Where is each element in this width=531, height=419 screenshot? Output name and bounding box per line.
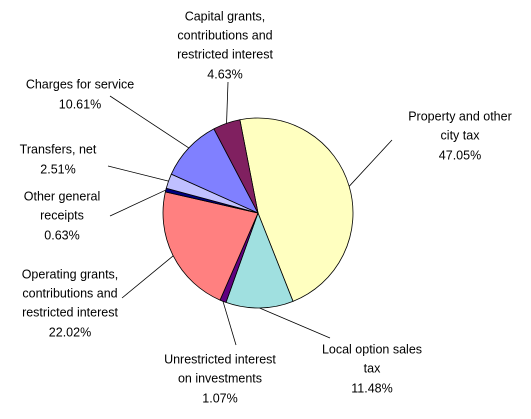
- leader-line: [259, 307, 331, 339]
- leader-line: [109, 95, 190, 149]
- pie-slice: [239, 117, 354, 302]
- leader-line: [226, 81, 229, 124]
- slice-label: Capital grants,: [185, 9, 266, 23]
- slice-label: restricted interest: [177, 47, 273, 61]
- slice-label: Other general: [24, 189, 100, 203]
- leader-line: [107, 165, 169, 182]
- slice-label: Operating grants,: [22, 267, 119, 281]
- leader-line: [222, 301, 237, 346]
- slice-label: Charges for service: [26, 77, 134, 91]
- slice-label: restricted interest: [22, 305, 118, 319]
- pie-slice: [225, 211, 294, 309]
- slice-label: contributions and: [22, 286, 117, 300]
- slice-value-label: 10.61%: [59, 97, 101, 111]
- leader-line: [109, 189, 166, 217]
- leader-line: [121, 255, 174, 299]
- slice-value-label: 0.63%: [44, 228, 79, 242]
- slice-value-label: 22.02%: [49, 325, 91, 339]
- leader-line: [348, 139, 393, 187]
- slice-value-label: 4.63%: [207, 67, 242, 81]
- slice-label: tax: [364, 361, 381, 375]
- slice-value-label: 11.48%: [351, 381, 392, 395]
- pie-slice: [162, 191, 259, 301]
- slice-value-label: 2.51%: [40, 162, 75, 176]
- slice-value-label: 47.05%: [439, 148, 481, 162]
- slice-label: Property and other: [408, 109, 512, 123]
- slice-value-label: 1.07%: [202, 391, 237, 405]
- slice-label: contributions and: [177, 28, 272, 42]
- slice-label: receipts: [40, 208, 84, 222]
- slice-label: Unrestricted interest: [164, 352, 276, 366]
- slice-label: Transfers, net: [20, 142, 97, 156]
- slice-label: city tax: [441, 128, 481, 142]
- slice-label: Local option sales: [322, 342, 422, 356]
- slice-label: on investments: [178, 371, 262, 385]
